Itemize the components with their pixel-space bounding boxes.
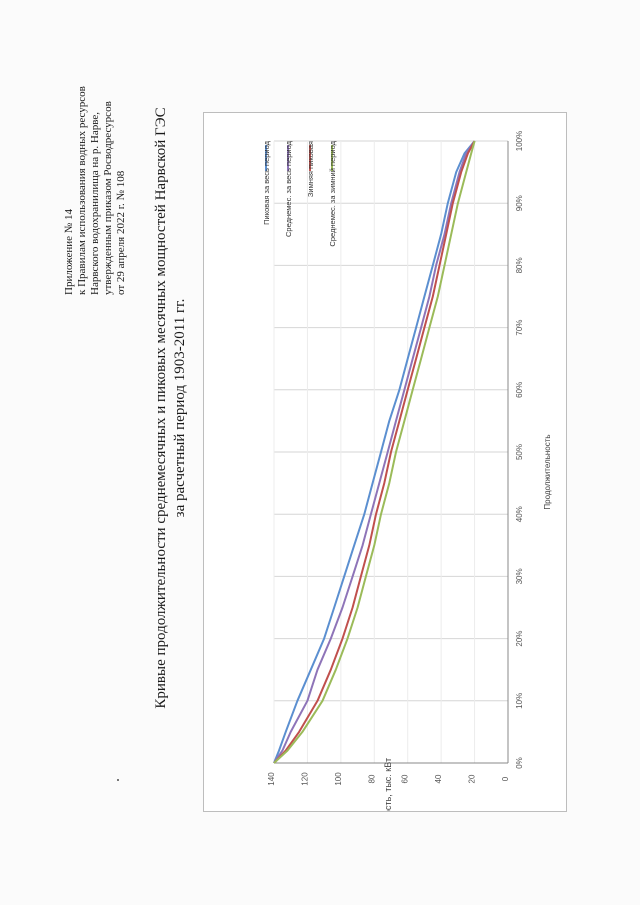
header-line-5: от 29 апреля 2022 г. № 108 [115,170,127,295]
appendix-header: Приложение № 14 к Правилам использования… [63,75,133,295]
x-tick-label: 50% [515,444,524,460]
chart-frame: 0% 10% 20% 30% 40% 50% 60% 70% 80% 90% 100% 0 20 40 60… [203,112,567,812]
x-tick-label: 100% [515,131,524,151]
y-tick-label: 60 [401,774,410,783]
x-tick-label: 60% [515,382,524,398]
x-tick-label: 20% [515,631,524,647]
x-tick-label: 30% [515,568,524,584]
legend-label: Зимняя пиковая [306,141,315,197]
y-tick-label: 100 [334,772,343,786]
series-line [273,140,476,764]
title-line-2: за расчетный период 1903-2011 гг. [172,298,188,518]
series-line [273,140,476,764]
x-tick-label: 40% [515,506,524,522]
header-line-2: к Правилам использования водных ресурсов [76,86,88,295]
legend-label: Пиковая за весь период [262,140,271,224]
y-tick-label: 120 [300,772,309,786]
duration-curve-chart: 0% 10% 20% 30% 40% 50% 60% 70% 80% 90% 100% 0 20 40 60… [262,131,552,811]
header-line-3: Нарвского водохранилища на р. Нарве, [89,112,101,295]
scan-dot [117,779,119,781]
header-line-1: Приложение № 14 [63,208,75,295]
y-tick-label: 40 [434,774,443,783]
header-line-4: утвержденным приказом Росводресурсов [102,101,114,295]
y-axis-label: Мощность, тыс. кВт [383,758,393,811]
x-tick-label: 70% [515,320,524,336]
x-tick-label: 90% [515,195,524,211]
legend-label: Среднемес. за весь период [284,140,293,237]
y-tick-label: 140 [267,772,276,786]
document-title: Кривые продолжительности среднемесячных … [152,28,190,788]
x-tick-label: 80% [515,257,524,273]
y-tick-label: 80 [367,774,376,783]
title-line-1: Кривые продолжительности среднемесячных … [153,107,169,709]
series-line [273,140,476,764]
series-line [273,140,476,764]
y-tick-label: 20 [468,774,477,783]
y-tick-label: 0 [501,776,510,781]
x-axis-label: Продолжительность [543,434,552,509]
x-tick-label: 0% [515,757,524,769]
legend-label: Среднемес. за зимний период [328,140,337,246]
x-tick-label: 10% [515,693,524,709]
